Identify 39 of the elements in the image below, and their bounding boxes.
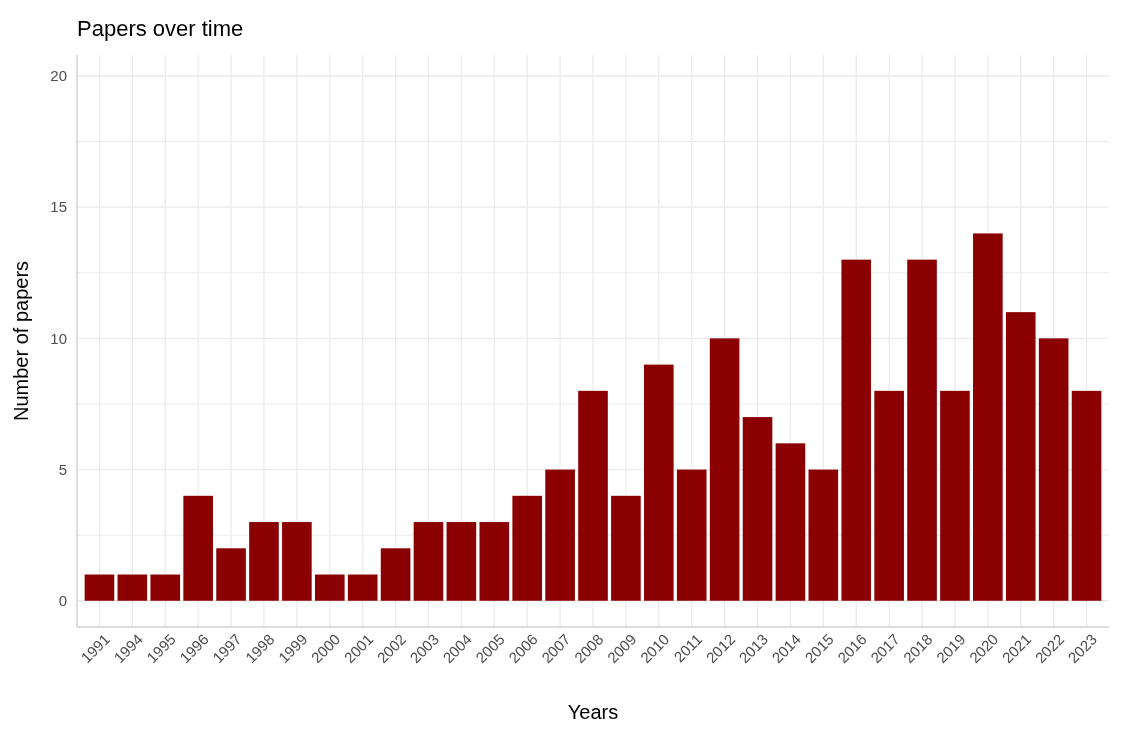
bar <box>347 574 378 601</box>
bar <box>940 390 970 601</box>
bar <box>578 390 608 601</box>
bar <box>1038 338 1069 601</box>
y-tick-label: 20 <box>50 67 67 85</box>
y-tick-label: 15 <box>50 198 67 216</box>
bar <box>249 522 279 601</box>
bar <box>413 522 444 601</box>
bar <box>775 443 806 601</box>
bar <box>479 522 510 601</box>
bar <box>907 259 937 601</box>
bar <box>1005 312 1036 601</box>
bar <box>545 469 575 601</box>
bar <box>709 338 740 601</box>
bar <box>84 574 115 601</box>
bar <box>874 390 904 601</box>
x-axis-title: Years <box>567 701 619 723</box>
bar <box>150 574 181 601</box>
bar <box>183 495 213 601</box>
bar <box>1071 390 1102 601</box>
bar <box>282 522 312 601</box>
bar <box>611 495 641 601</box>
bar <box>380 548 411 601</box>
bar <box>314 574 345 601</box>
bar <box>512 495 542 601</box>
y-axis-title: Number of papers <box>10 260 32 422</box>
bar <box>117 574 148 601</box>
y-tick-label: 5 <box>58 460 67 478</box>
bar <box>676 469 707 601</box>
bar <box>973 233 1003 601</box>
chart-title: Papers over time <box>77 16 244 41</box>
y-tick-label: 10 <box>50 329 67 347</box>
bar <box>216 548 246 601</box>
bar <box>808 469 839 601</box>
bar <box>644 364 674 601</box>
bar <box>446 522 477 601</box>
y-tick-label: 0 <box>58 592 67 610</box>
bar <box>841 259 872 601</box>
bar <box>742 417 773 601</box>
